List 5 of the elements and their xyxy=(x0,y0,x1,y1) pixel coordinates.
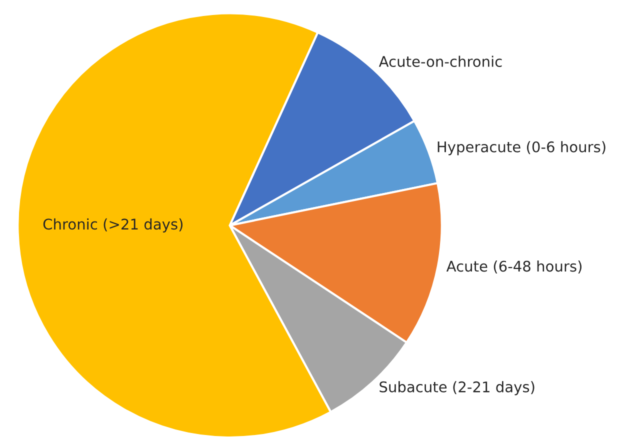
slice-label: Acute-on-chronic xyxy=(378,56,502,67)
slice-label: Subacute (2-21 days) xyxy=(380,381,534,396)
slice-label: Chronic (>21 days) xyxy=(43,218,183,232)
slice-label: Hyperacute (0-6 hours) xyxy=(438,141,606,156)
slice-label: Acute (6-48 hours) xyxy=(446,260,582,274)
